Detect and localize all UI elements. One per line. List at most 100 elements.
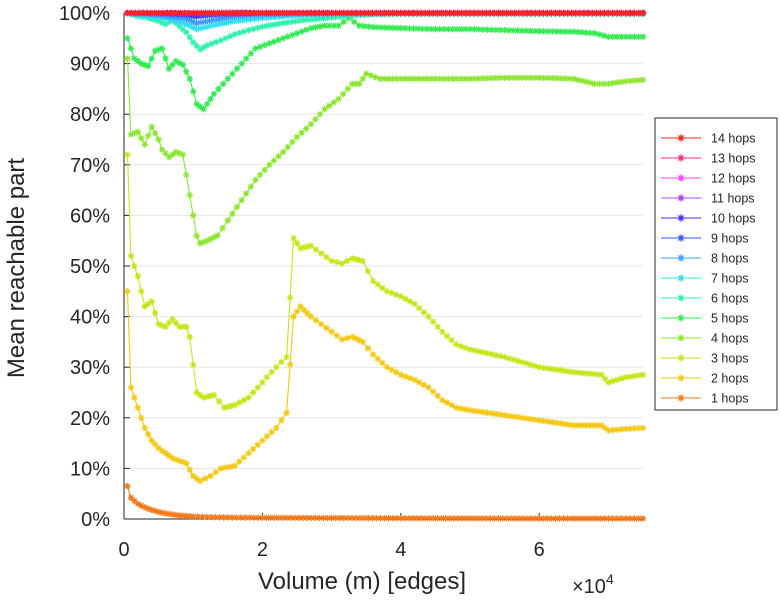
data-point [251,15,258,23]
data-point [245,394,252,401]
data-point [179,458,187,466]
data-point [445,75,452,82]
data-point [439,328,446,335]
data-point [605,427,612,434]
data-point [176,323,183,330]
data-point [148,15,155,23]
data-point [548,365,556,373]
data-point [601,9,608,17]
data-point [214,21,222,28]
data-point [207,95,214,103]
data-point [203,42,211,49]
data-point [256,43,264,50]
data-point [359,257,366,265]
data-point [635,76,642,84]
data-point [536,364,543,371]
data-point [124,9,131,17]
data-point [240,454,248,461]
data-point [510,27,517,34]
data-point [552,515,559,522]
data-point [487,9,494,17]
data-point [333,332,340,339]
data-point [324,514,331,522]
data-point [316,514,323,522]
data-point [413,9,421,17]
data-point [138,288,145,295]
data-point [178,15,186,22]
data-point [292,18,299,25]
data-point [134,404,142,411]
data-point [373,9,380,17]
data-point [155,9,162,17]
data-point [544,28,552,35]
data-point [193,389,200,396]
data-point [222,464,229,471]
data-point [233,65,241,72]
data-point [283,9,291,17]
data-point [474,9,482,17]
data-point [226,463,234,470]
data-point [162,55,169,62]
legend-entry: 14 hops [661,132,755,146]
data-point [401,25,409,32]
data-point [540,74,547,82]
data-point [138,135,145,142]
data-point [252,176,259,184]
data-point [510,74,517,81]
data-point [215,398,223,405]
data-point [600,32,607,39]
data-point [278,417,285,424]
data-point [164,9,171,17]
data-point [510,413,517,420]
data-point [300,306,308,314]
data-point [576,515,584,522]
legend-label: 6 hops [711,292,749,306]
data-point [622,9,629,17]
data-point [622,515,629,522]
data-point [423,75,430,82]
data-point [151,9,158,17]
data-point [409,9,417,17]
data-point [462,406,469,413]
data-point [434,392,441,400]
data-point [527,515,535,522]
data-point [202,9,209,17]
data-point [434,515,441,522]
data-point [631,33,638,40]
data-point [124,35,131,42]
data-point [193,42,200,50]
data-point [548,74,556,82]
data-point [557,75,565,82]
data-point [622,33,629,40]
data-point [332,13,339,21]
data-point [296,17,303,24]
data-point [155,46,162,53]
data-point [584,515,592,522]
data-point [553,28,560,35]
data-point [236,458,243,465]
series-1-hops [124,482,647,522]
data-point [335,22,342,29]
data-point [457,405,464,412]
data-point [224,514,231,521]
data-point [432,25,439,33]
series-lines [124,9,647,522]
data-point [540,28,547,35]
data-point [284,19,291,26]
data-point [231,31,238,38]
data-point [243,190,250,197]
data-point [224,403,231,411]
legend-label: 10 hops [711,212,755,226]
data-point [499,515,506,522]
data-point [397,515,404,522]
data-point [527,74,534,81]
data-point [328,257,335,265]
data-point [592,515,600,522]
data-point [605,9,612,17]
data-point [556,9,563,17]
data-point [174,18,182,26]
data-point [207,235,214,243]
data-point [304,16,312,23]
data-point [518,74,526,81]
data-point [134,57,142,65]
